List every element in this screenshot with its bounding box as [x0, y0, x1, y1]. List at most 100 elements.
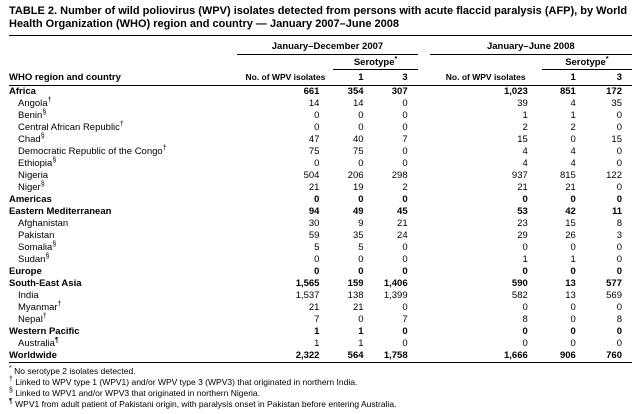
column-spacer — [418, 86, 430, 99]
cell-value: 0 — [358, 158, 364, 169]
cell-value: 0 — [402, 194, 408, 205]
cell-value: 8 — [616, 314, 622, 325]
cell-value: 2,322 — [237, 350, 334, 363]
cell-value: 1,666 — [429, 350, 542, 363]
footnote-marker-ref: * — [605, 55, 609, 63]
cell-value: 577 — [606, 278, 622, 289]
table-row: Pakistan 59 35 24 29 26 3 — [9, 230, 632, 242]
cell-value: 15 — [611, 134, 622, 145]
cell-value: 354 — [347, 86, 364, 97]
column-spacer — [418, 182, 430, 194]
table-row: Ethiopia§ 0 0 0 4 4 0 — [9, 156, 632, 170]
row-label: Americas — [9, 194, 52, 205]
row-label: Australia¶ — [18, 336, 59, 349]
table-row: Central African Republic† 0 0 0 2 2 0 — [9, 121, 632, 134]
header-group-row: WHO region and country January–December … — [9, 36, 632, 86]
row-label: Eastern Mediterranean — [9, 206, 112, 217]
column-spacer — [417, 36, 430, 86]
cell-value: 0 — [522, 194, 528, 205]
cell-value: 21 — [308, 302, 320, 313]
table-row: Australia¶ 1 1 0 0 0 0 — [9, 336, 632, 350]
cell-value: 172 — [606, 86, 622, 97]
cell-value: 0 — [358, 194, 364, 205]
cell-value: 0 — [570, 314, 576, 325]
cell-value: 0 — [402, 122, 408, 133]
table-row: Somalia§ 5 5 0 0 0 0 — [9, 241, 632, 254]
cell-value: 0 — [616, 158, 622, 169]
cell-value: 815 — [559, 170, 576, 181]
cell-value: 569 — [606, 290, 622, 301]
table-row: India 1,537 138 1,399 582 13 569 — [9, 290, 632, 302]
cell-value: 23 — [517, 218, 528, 229]
cell-value: 0 — [402, 146, 408, 157]
cell-value: 3 — [616, 230, 622, 241]
cell-value: 7 — [402, 134, 408, 145]
cell-value: 582 — [511, 290, 528, 301]
table-row: Sudan§ 0 0 0 1 1 0 — [9, 252, 632, 266]
cell-value: 1 — [522, 110, 528, 121]
column-spacer — [418, 314, 430, 326]
cell-value: 13 — [565, 290, 576, 301]
cell-value: 35 — [611, 98, 622, 109]
cell-value: 7 — [314, 314, 320, 325]
cell-value: 0 — [570, 242, 576, 253]
footnote-marker-ref: † — [57, 300, 62, 308]
cell-value: 0 — [314, 194, 320, 205]
isolates-header-text: No. of WPV isolates — [245, 72, 326, 82]
table-row: Angola† 14 14 0 39 4 35 — [9, 97, 632, 110]
cell-value: 15 — [517, 134, 528, 145]
cell-value: 42 — [565, 206, 576, 217]
cell-value: 75 — [308, 146, 320, 157]
row-label: Ethiopia§ — [18, 156, 57, 169]
cell-value: 39 — [517, 98, 528, 109]
footnote-marker-ref: * — [394, 55, 398, 63]
row-label: Nigeria — [18, 170, 49, 181]
cell-value: 0 — [616, 338, 622, 349]
cell-value: 21 — [397, 218, 408, 229]
cell-value: 1 — [570, 254, 576, 265]
table-row: Niger§ 21 19 2 21 21 0 — [9, 181, 632, 194]
cell-value: 1,023 — [504, 86, 528, 97]
footnote-marker: § — [9, 387, 13, 395]
column-spacer — [418, 194, 430, 206]
table-row: Afghanistan 30 9 21 23 15 8 — [9, 218, 632, 230]
cell-value: 1,537 — [295, 290, 320, 301]
footnote-marker-ref: § — [45, 252, 50, 260]
cell-value: 0 — [358, 314, 364, 325]
cell-value: 0 — [522, 302, 528, 313]
cell-value: 24 — [397, 230, 408, 241]
row-label: Worldwide — [9, 350, 238, 363]
column-spacer — [418, 254, 430, 266]
cell-value: 75 — [352, 146, 364, 157]
cell-value: 0 — [402, 338, 408, 349]
cell-value: 937 — [511, 170, 528, 181]
cell-value: 0 — [402, 266, 408, 277]
cell-value: 0 — [314, 122, 320, 133]
cell-value: 138 — [347, 290, 364, 301]
table-row: Africa 661 354 307 1,023 851 172 — [9, 86, 632, 99]
cell-value: 0 — [616, 326, 622, 337]
cell-value: 0 — [402, 302, 408, 313]
footnote-marker: † — [9, 376, 13, 384]
footnote: * No serotype 2 isolates detected. — [9, 365, 136, 376]
column-spacer — [418, 326, 430, 338]
cell-value: 1 — [314, 338, 320, 349]
cell-value: 5 — [314, 242, 320, 253]
cell-value: 21 — [308, 182, 320, 193]
col-header-serotype1-2008: 1 — [541, 69, 586, 86]
cell-value: 19 — [352, 182, 364, 193]
cell-value: 2 — [522, 122, 528, 133]
table-row: Americas 0 0 0 0 0 0 — [9, 194, 632, 206]
row-label: Democratic Republic of the Congo† — [18, 144, 167, 157]
cell-value: 4 — [570, 98, 576, 109]
cell-value: 0 — [402, 158, 408, 169]
header-serotype-row: No. of WPV isolates Serotype* No. of WPV… — [9, 54, 632, 86]
footnote-marker-ref: † — [42, 312, 47, 320]
cell-value: 0 — [616, 146, 622, 157]
column-spacer — [418, 122, 430, 134]
cell-value: 0 — [616, 242, 622, 253]
cell-value: 0 — [402, 326, 408, 337]
cell-value: 45 — [397, 206, 408, 217]
footnote-marker-ref: § — [40, 132, 45, 140]
